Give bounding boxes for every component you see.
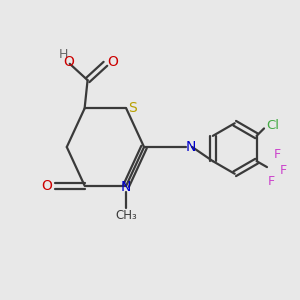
Text: F: F: [268, 176, 275, 188]
Text: F: F: [274, 148, 281, 161]
Text: O: O: [41, 179, 52, 193]
Text: H: H: [58, 48, 68, 61]
Text: F: F: [280, 164, 287, 177]
Text: CH₃: CH₃: [115, 209, 137, 222]
Text: S: S: [128, 101, 137, 116]
Text: O: O: [63, 55, 74, 69]
Text: O: O: [107, 55, 118, 69]
Text: N: N: [186, 140, 196, 154]
Text: N: N: [121, 180, 131, 194]
Text: Cl: Cl: [266, 119, 279, 132]
